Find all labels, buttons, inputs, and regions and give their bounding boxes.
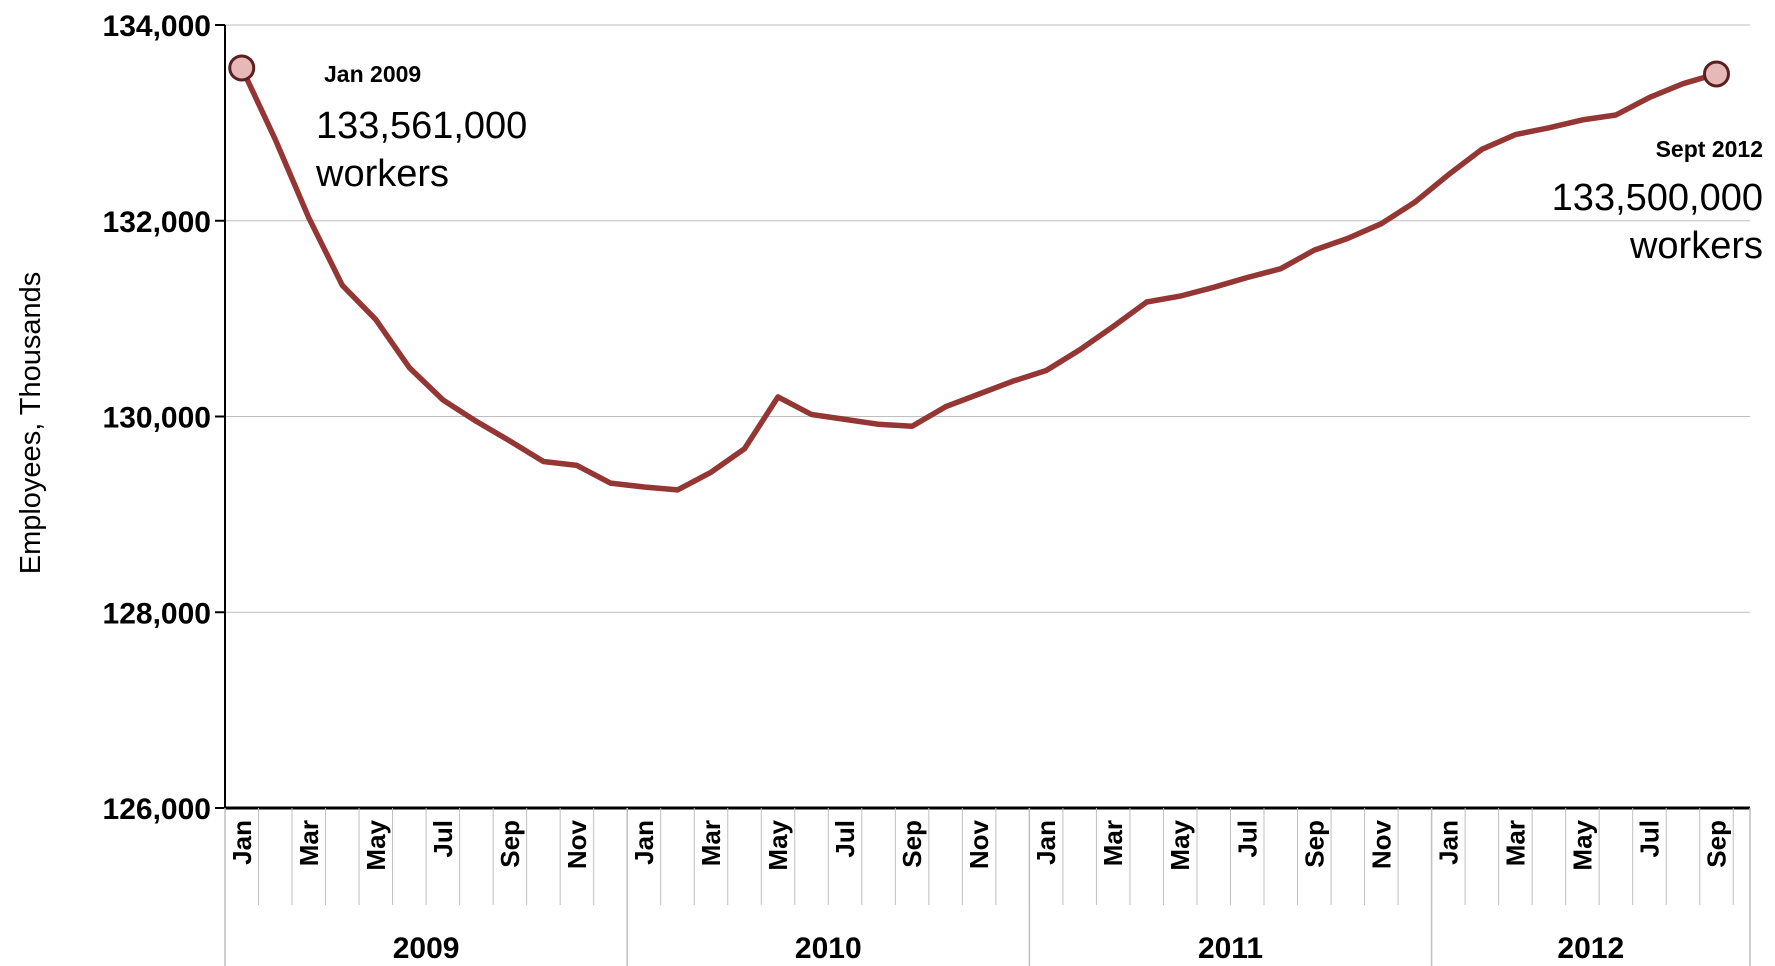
year-label: 2009 — [393, 932, 460, 965]
x-tick-label: Jan — [1031, 820, 1061, 865]
year-label: 2011 — [1198, 932, 1263, 965]
x-tick-label: Sep — [897, 820, 927, 868]
y-tick-label: 134,000 — [103, 10, 211, 43]
x-tick-label: May — [763, 819, 793, 870]
annotation-start-unit: workers — [315, 153, 449, 195]
series-line — [239, 65, 1720, 493]
annotation-start-date: Jan 2009 — [324, 61, 421, 87]
x-tick-label: Jul — [428, 820, 458, 858]
x-tick-label: Sep — [1299, 820, 1329, 868]
x-tick-label: Jul — [1232, 820, 1262, 858]
end-point-marker — [1702, 60, 1730, 88]
annotation-end-date: Sept 2012 — [1656, 136, 1763, 162]
x-tick-label: Jan — [1433, 820, 1463, 865]
x-tick-label: Nov — [562, 819, 592, 869]
x-tick-label: Mar — [1500, 820, 1530, 866]
series-employees — [228, 54, 1730, 493]
x-tick-label: Jul — [1634, 820, 1664, 858]
x-tick-label: Nov — [964, 819, 994, 869]
y-tick-label: 132,000 — [103, 206, 211, 239]
x-tick-label: May — [361, 819, 391, 870]
y-tick-label: 130,000 — [103, 402, 211, 435]
y-tick-label: 126,000 — [103, 793, 211, 826]
y-tick-label: 128,000 — [103, 597, 211, 630]
annotations: Jan 2009 133,561,000 workers Sept 2012 1… — [315, 61, 1763, 267]
y-axis-ticks: 126,000 128,000 130,000 132,000 134,000 — [103, 10, 225, 826]
annotation-end-value: 133,500,000 — [1552, 177, 1763, 219]
year-label: 2010 — [795, 932, 862, 965]
x-tick-label: Jan — [227, 820, 257, 865]
gridlines — [225, 24, 1750, 613]
x-tick-label: May — [1165, 819, 1195, 870]
x-axis-ticks: Jan Mar May Jul Sep Nov Jan Mar May Jul Sep Nov Jan M… — [224, 808, 1751, 966]
x-tick-label: Sep — [495, 820, 525, 868]
annotation-end-unit: workers — [1629, 225, 1763, 267]
x-tick-label: May — [1567, 819, 1597, 870]
start-point-marker — [228, 54, 256, 82]
x-tick-label: Mar — [696, 820, 726, 866]
x-tick-label: Jan — [629, 820, 659, 865]
year-label: 2012 — [1557, 932, 1624, 965]
x-tick-label: Mar — [294, 820, 324, 866]
x-tick-label: Jul — [830, 820, 860, 858]
y-axis-label: Employees, Thousands — [15, 272, 47, 575]
annotation-start-value: 133,561,000 — [316, 105, 527, 147]
x-tick-label: Nov — [1366, 819, 1396, 869]
x-tick-label: Mar — [1098, 820, 1128, 866]
x-tick-label: Sep — [1701, 820, 1731, 868]
